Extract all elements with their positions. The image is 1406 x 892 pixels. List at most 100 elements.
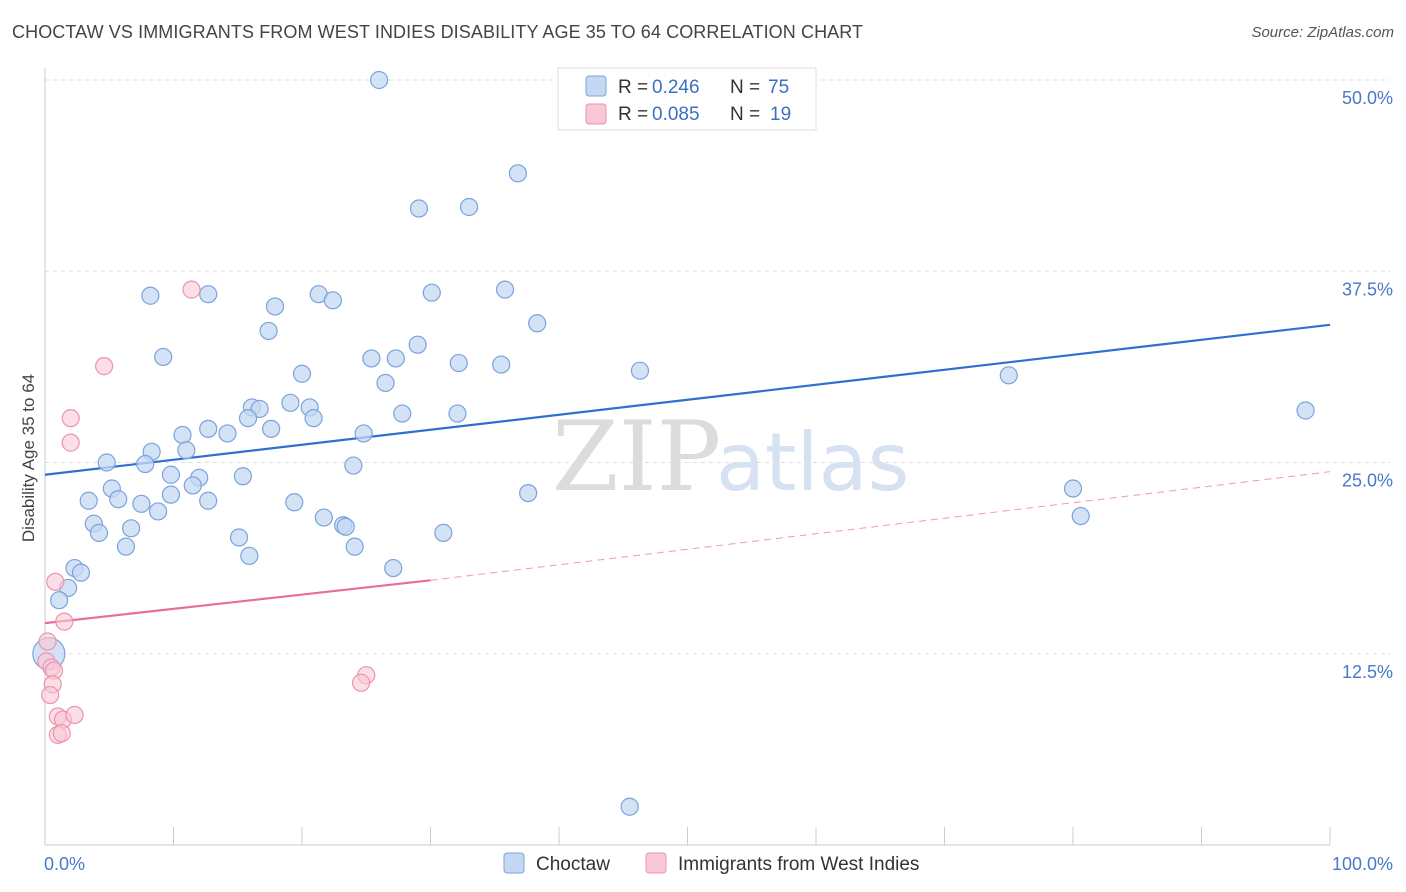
point-choctaw-63	[229, 528, 249, 547]
point-west-indies-6	[38, 632, 57, 651]
point-choctaw-41	[344, 456, 363, 475]
point-west-indies-5	[55, 612, 74, 631]
x-tick-label-1: 100.0%	[1332, 854, 1393, 874]
point-choctaw-58	[121, 519, 141, 538]
point-choctaw-34	[218, 424, 237, 443]
point-choctaw-36	[354, 424, 373, 443]
point-choctaw-51	[132, 494, 151, 513]
point-choctaw-19	[630, 361, 650, 380]
point-choctaw-38	[177, 441, 196, 460]
x-tick-labels: 0.0% 100.0%	[44, 854, 1393, 874]
bottom-legend-label-choctaw: Choctaw	[536, 854, 610, 875]
point-choctaw-2	[409, 199, 429, 218]
point-choctaw-70	[384, 558, 403, 578]
point-choctaw-9	[495, 280, 515, 299]
point-choctaw-32	[262, 419, 281, 438]
point-west-indies-16	[65, 705, 84, 725]
trend-line-choctaw	[44, 323, 1331, 476]
legend-n-label-1: N =	[730, 77, 760, 98]
point-choctaw-39	[97, 453, 116, 472]
point-choctaw-5	[199, 285, 218, 304]
point-west-indies-0	[182, 280, 201, 299]
legend-n-label-2: N =	[730, 104, 760, 125]
legend-n-value-2: 19	[770, 104, 791, 125]
point-west-indies-1	[95, 357, 114, 376]
point-choctaw-48	[161, 485, 181, 504]
point-west-indies-3	[61, 433, 80, 452]
point-choctaw-55	[148, 502, 168, 521]
point-choctaw-18	[492, 355, 511, 374]
bottom-legend-swatch-choctaw	[503, 852, 525, 874]
point-choctaw-0	[370, 70, 389, 90]
legend-swatch-choctaw	[585, 75, 607, 97]
point-choctaw-31	[448, 404, 467, 423]
point-choctaw-47	[519, 484, 538, 503]
point-choctaw-21	[376, 373, 395, 393]
point-choctaw-67	[1071, 506, 1090, 526]
point-choctaw-10	[265, 297, 285, 316]
point-choctaw-53	[285, 493, 304, 512]
bottom-legend: Choctaw Immigrants from West Indies	[503, 852, 919, 875]
point-choctaw-7	[323, 291, 342, 310]
trend-line-west-indies	[44, 579, 431, 625]
y-tick-labels: 12.5% 25.0% 37.5% 50.0%	[1342, 88, 1393, 682]
point-choctaw-33	[199, 419, 218, 438]
point-choctaw-11	[528, 314, 547, 333]
watermark-atlas: atlas	[716, 416, 909, 509]
y-tick-label-3: 50.0%	[1342, 88, 1393, 108]
watermark: ZIP atlas	[552, 401, 909, 513]
point-choctaw-1	[508, 164, 527, 183]
legend-swatch-west-indies	[585, 103, 607, 125]
point-choctaw-12	[259, 321, 278, 341]
legend: R = 0.246 N = 75 R = 0.085 N = 19	[557, 67, 817, 131]
point-choctaw-22	[999, 366, 1018, 385]
point-choctaw-14	[154, 347, 173, 367]
point-choctaw-8	[422, 283, 441, 302]
point-choctaw-4	[141, 286, 160, 305]
point-choctaw-44	[233, 467, 252, 486]
y-tick-label-1: 25.0%	[1342, 471, 1393, 491]
axes	[44, 68, 1331, 846]
point-choctaw-65	[345, 537, 364, 556]
point-west-indies-18	[52, 724, 71, 743]
point-choctaw-16	[386, 349, 405, 368]
point-west-indies-2	[61, 409, 80, 428]
chart-title: CHOCTAW VS IMMIGRANTS FROM WEST INDIES D…	[12, 22, 864, 42]
point-choctaw-20	[292, 364, 312, 383]
point-west-indies-4	[46, 572, 65, 591]
legend-r-value-2: 0.085	[652, 104, 700, 125]
point-choctaw-52	[199, 491, 218, 510]
legend-r-value-1: 0.246	[652, 77, 700, 98]
legend-r-label-2: R =	[618, 104, 648, 125]
watermark-zip: ZIP	[552, 401, 721, 513]
trend-lines	[44, 323, 1331, 625]
point-choctaw-69	[71, 563, 91, 582]
point-choctaw-30	[393, 404, 412, 423]
point-choctaw-15	[362, 349, 381, 368]
point-choctaw-54	[1063, 479, 1083, 498]
gridlines	[45, 79, 1390, 655]
y-tick-label-0: 12.5%	[1342, 662, 1393, 682]
point-choctaw-42	[161, 465, 181, 484]
point-west-indies-13	[352, 673, 371, 692]
point-choctaw-13	[408, 335, 427, 354]
point-choctaw-61	[89, 523, 109, 542]
point-choctaw-60	[336, 517, 355, 536]
point-choctaw-56	[314, 508, 333, 527]
point-choctaw-66	[240, 546, 259, 565]
y-tick-label-2: 37.5%	[1342, 279, 1393, 299]
point-choctaw-3	[459, 197, 479, 217]
y-axis-label: Disability Age 35 to 64	[19, 374, 38, 542]
bottom-legend-swatch-west-indies	[645, 852, 667, 874]
point-west-indies-11	[41, 685, 60, 705]
point-choctaw-72	[50, 591, 69, 610]
point-choctaw-49	[79, 491, 98, 510]
point-choctaw-64	[116, 537, 136, 556]
point-choctaw-17	[449, 353, 468, 373]
data-points	[32, 70, 1315, 816]
point-choctaw-74	[620, 797, 639, 816]
point-choctaw-29	[304, 409, 323, 428]
point-choctaw-26	[281, 393, 300, 412]
point-choctaw-23	[1296, 401, 1315, 420]
